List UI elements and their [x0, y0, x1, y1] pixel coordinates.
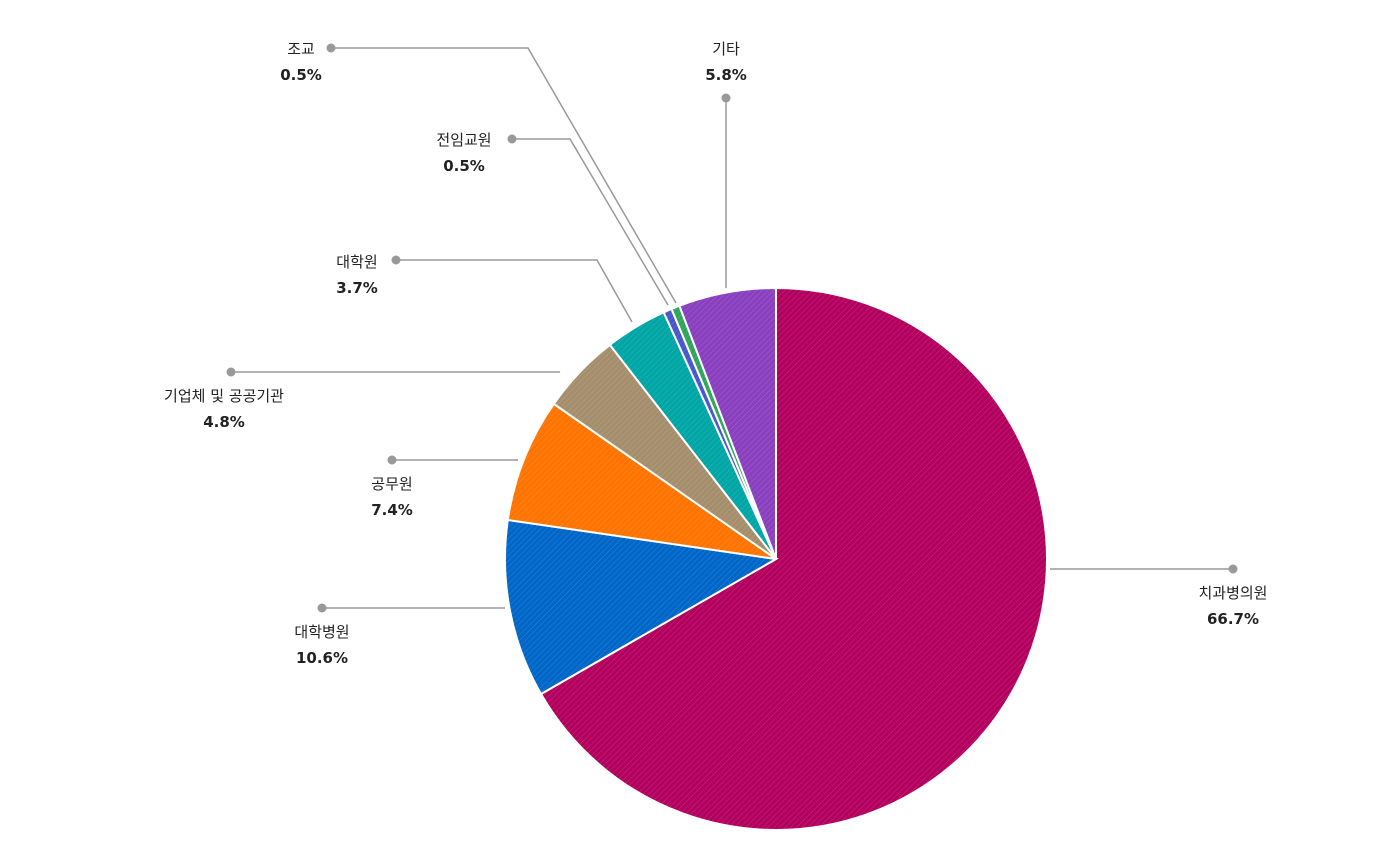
slice-value-label: 0.5% — [443, 157, 485, 175]
leader-dot — [721, 93, 731, 103]
leader-dot — [1228, 564, 1238, 574]
leader-line — [331, 47, 677, 304]
slice-label: 대학병원 — [294, 623, 349, 641]
slice-value-label: 5.8% — [705, 66, 747, 84]
slice-label: 전임교원 — [436, 131, 491, 149]
leader-dot — [507, 134, 517, 144]
slice-value-label: 66.7% — [1207, 610, 1259, 628]
pie-slice[interactable] — [678, 286, 777, 560]
slice-label: 기타 — [712, 40, 740, 58]
pie-slice[interactable] — [506, 402, 777, 560]
slice-value-label: 4.8% — [203, 413, 245, 431]
slice-value-label: 7.4% — [371, 501, 413, 519]
leader-dot — [317, 603, 327, 613]
slice-label: 기업체 및 공공기관 — [164, 387, 284, 405]
pie-slice[interactable] — [539, 286, 1048, 831]
slice-value-label: 0.5% — [280, 66, 322, 84]
leader-dot — [326, 43, 336, 53]
leader-line — [512, 138, 669, 306]
leader-dot — [226, 367, 236, 377]
leader-dot — [391, 255, 401, 265]
slice-label: 치과병의원 — [1198, 584, 1267, 602]
slice-label: 조교 — [287, 40, 315, 58]
slice-value-label: 3.7% — [336, 279, 378, 297]
slice-value-label: 10.6% — [296, 649, 348, 667]
slice-label: 공무원 — [371, 475, 412, 493]
pie-slice[interactable] — [504, 518, 780, 696]
leader-line — [396, 259, 633, 323]
leader-dot — [387, 455, 397, 465]
slice-label: 대학원 — [336, 253, 377, 271]
